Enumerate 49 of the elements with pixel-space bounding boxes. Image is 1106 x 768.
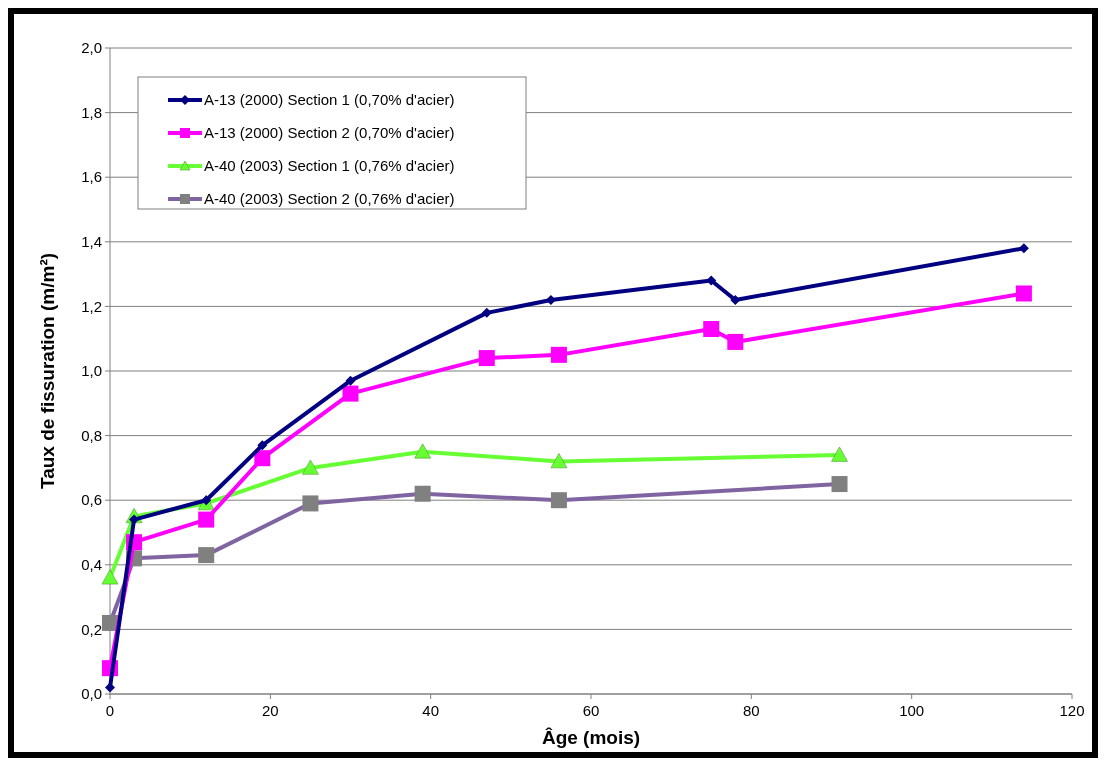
point [198,511,215,528]
point [730,294,741,305]
y-tick-label: 1,2 [81,297,102,315]
point [198,547,215,564]
point [550,453,568,469]
point [727,333,744,350]
x-tick-label: 20 [261,702,279,719]
legend-label: A-13 (2000) Section 2 (0,70% d'acier) [204,124,455,142]
point [550,346,567,363]
y-axis-title: Taux de fissuration (m/m²) [37,252,58,490]
point [706,275,717,286]
point [254,450,271,467]
y-tick-label: 0,2 [81,620,102,638]
y-tick-label: 0,0 [81,685,102,703]
point [302,495,319,512]
point [550,492,567,509]
legend-label: A-40 (2003) Section 1 (0,76% d'acier) [204,157,455,175]
point [342,385,359,402]
point [831,476,848,493]
point [345,375,356,386]
point [478,350,495,367]
point [105,682,115,693]
x-tick-label: 80 [742,702,760,719]
x-tick-label: 60 [582,702,600,719]
y-tick-label: 2,0 [81,39,102,57]
x-tick-label: 0 [105,702,115,719]
point [414,485,431,502]
point [102,614,118,631]
x-tick-label: 40 [422,702,440,719]
y-tick-label: 1,6 [81,168,102,186]
y-tick-label: 1,8 [81,103,102,121]
x-tick-label: 120 [1059,702,1085,719]
y-tick-label: 0,6 [81,491,102,509]
point [481,307,492,318]
point [703,321,720,338]
point [1015,285,1032,302]
x-tick-label: 100 [899,702,925,719]
point [302,459,319,475]
y-tick-label: 1,4 [81,233,102,251]
point [257,440,268,451]
legend-label: A-13 (2000) Section 1 (0,70% d'acier) [204,91,455,109]
legend-label: A-40 (2003) Section 2 (0,76% d'acier) [204,190,455,208]
x-axis-title: Âge (mois) [541,727,641,748]
point [414,443,431,459]
y-tick-label: 0,8 [81,426,102,444]
y-tick-label: 0,4 [81,556,102,574]
point [831,446,848,462]
y-tick-label: 1,0 [81,362,102,380]
point [101,569,119,585]
